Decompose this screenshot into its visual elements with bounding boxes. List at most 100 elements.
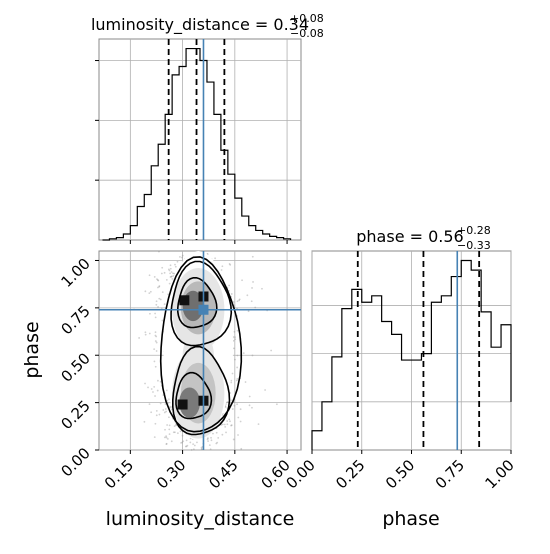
- ld-hist-step: [102, 47, 292, 241]
- phase-xtick-label: 0.50: [382, 456, 418, 492]
- ld-quantile-lines: [167, 39, 226, 240]
- joint-scatter-point: [240, 447, 243, 450]
- joint-scatter-point: [144, 382, 146, 385]
- joint-scatter-point: [144, 331, 147, 334]
- joint-scatter-point: [215, 442, 218, 445]
- joint-ytick-label: 0.25: [57, 397, 93, 433]
- joint-scatter-point: [210, 436, 212, 439]
- phase-title-sub: −0.33: [457, 239, 491, 252]
- joint-scatter-point: [200, 446, 203, 449]
- joint-scatter-point: [180, 441, 182, 444]
- joint-scatter-point: [168, 269, 171, 272]
- joint-scatter-point: [167, 268, 170, 271]
- joint-scatter-point: [158, 285, 161, 288]
- joint-scatter-point: [170, 275, 173, 278]
- joint-scatter-point: [147, 386, 149, 389]
- joint-scatter-point: [264, 389, 266, 391]
- joint-scatter-point: [152, 391, 154, 393]
- joint-density-cell: [179, 387, 200, 418]
- joint-scatter-point: [138, 337, 141, 339]
- joint-scatter-point: [250, 300, 253, 303]
- joint-scatter-point: [154, 395, 156, 397]
- joint-scatter-point: [201, 448, 203, 451]
- joint-scatter-point: [190, 449, 193, 451]
- joint-scatter-point: [158, 413, 161, 416]
- joint-scatter-point: [246, 294, 249, 297]
- joint-scatter-point: [239, 408, 242, 411]
- joint-scatter-point: [174, 265, 177, 268]
- joint-scatter-point: [169, 267, 172, 270]
- joint-scatter-point: [228, 284, 231, 287]
- joint-scatter-point: [181, 254, 184, 257]
- joint-scatter-point: [189, 441, 192, 444]
- phase-quantile-lines: [356, 251, 481, 450]
- joint-scatter-point: [248, 395, 251, 398]
- joint-scatter-point: [185, 439, 188, 442]
- joint-scatter-point: [166, 389, 168, 392]
- joint-ytick-label: 1.00: [57, 255, 93, 291]
- joint-scatter-point: [242, 352, 245, 355]
- joint-scatter-point: [166, 399, 169, 402]
- joint-scatter-point: [251, 287, 253, 289]
- joint-scatter-point: [164, 403, 167, 405]
- joint-scatter-point: [149, 290, 152, 293]
- joint-scatter-point: [176, 260, 179, 263]
- joint-scatter-point: [168, 416, 170, 419]
- joint-scatter-point: [170, 408, 173, 411]
- joint-scatter-point: [186, 444, 189, 447]
- joint-scatter-point: [155, 300, 158, 303]
- joint-scatter-point: [234, 336, 236, 339]
- joint-scatter-point: [223, 423, 226, 426]
- joint-scatter-point: [230, 424, 233, 427]
- joint-scatter-point: [168, 428, 171, 431]
- joint-scatter-point: [236, 300, 239, 303]
- joint-scatter-point: [224, 406, 227, 408]
- joint-scatter-point: [153, 385, 156, 388]
- joint-scatter-point: [230, 381, 233, 384]
- joint-scatter-point: [232, 336, 235, 338]
- joint-scatter-point: [168, 282, 171, 285]
- joint-scatter-point: [207, 437, 209, 440]
- joint-scatter-point: [192, 443, 195, 446]
- joint-scatter-point: [181, 256, 183, 259]
- joint-scatter-point: [270, 349, 273, 352]
- joint-scatter-point: [226, 420, 229, 422]
- joint-scatter-point: [170, 271, 173, 273]
- joint-scatter-point: [210, 439, 213, 442]
- joint-scatter-point: [153, 348, 156, 351]
- joint-scatter-point: [215, 431, 218, 434]
- joint-scatter-point: [232, 438, 235, 441]
- joint-xtick-label: 0.45: [205, 456, 241, 492]
- joint-scatter-point: [150, 411, 153, 414]
- joint-scatter-point: [182, 440, 185, 443]
- xlabel-luminosity-distance: luminosity_distance: [106, 508, 295, 530]
- joint-scatter-point: [254, 306, 257, 309]
- ld-hist-frame: [98, 38, 302, 241]
- joint-scatter-point: [163, 411, 166, 414]
- ld-title-sub: −0.08: [290, 27, 324, 40]
- joint-scatter-point: [236, 403, 238, 406]
- joint-scatter-point: [236, 377, 239, 380]
- joint-ytick-label: 0.50: [57, 349, 93, 385]
- joint-scatter-point: [154, 331, 157, 334]
- joint-scatter-point: [236, 329, 239, 332]
- joint-scatter-point: [196, 441, 198, 444]
- joint-scatter-point: [167, 293, 170, 296]
- joint-scatter-point: [168, 424, 171, 427]
- ld-title-sup: +0.08: [290, 12, 324, 25]
- xlabel-phase: phase: [382, 508, 439, 530]
- joint-scatter-point: [247, 310, 250, 313]
- joint-scatter-point: [169, 272, 172, 275]
- joint-scatter-point: [193, 444, 196, 447]
- joint-scatter-point: [230, 424, 233, 427]
- joint-scatter-point: [226, 423, 229, 426]
- joint-scatter-point: [169, 405, 172, 408]
- joint-scatter-point: [173, 431, 176, 434]
- joint-xtick-label: 0.30: [153, 456, 189, 492]
- joint-scatter-point: [156, 278, 158, 281]
- joint-density-peak: [179, 295, 190, 306]
- joint-scatter-point: [158, 285, 161, 287]
- joint-scatter-point: [233, 330, 236, 333]
- joint-scatter-point: [171, 277, 174, 280]
- ld-hist-grid: [99, 39, 301, 240]
